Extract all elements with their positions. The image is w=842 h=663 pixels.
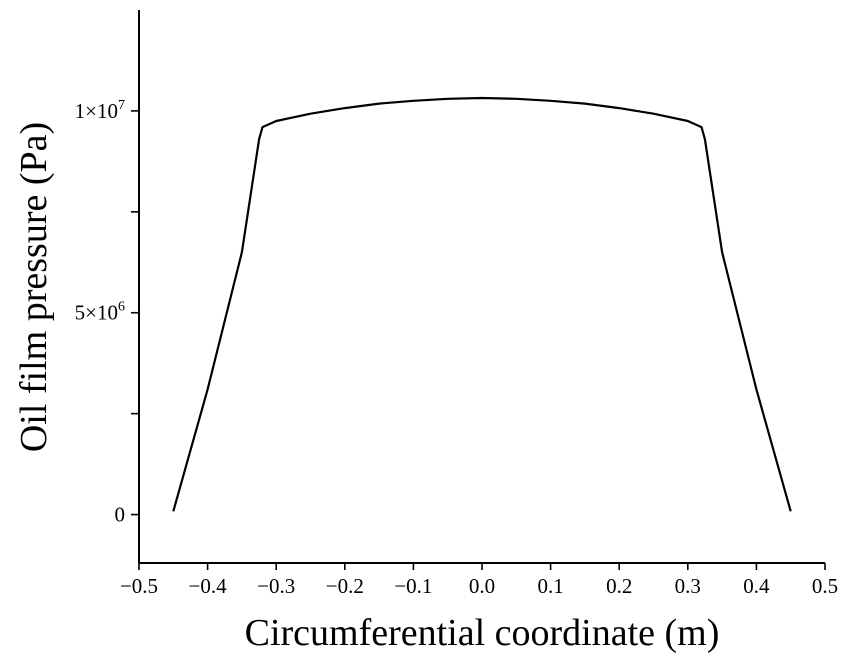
y-tick-label: 0 <box>115 503 126 527</box>
y-tick-exponent: 7 <box>118 98 125 113</box>
x-tick-label: 0.0 <box>469 574 495 598</box>
x-tick-label: −0.2 <box>326 574 364 598</box>
x-tick-label: 0.3 <box>675 574 701 598</box>
axes <box>138 10 825 564</box>
series-line-0 <box>172 96 792 512</box>
y-tick-label: 1×107 <box>75 98 125 123</box>
y-tick-exponent: 6 <box>118 300 125 315</box>
x-tick-label: 0.4 <box>743 574 770 598</box>
x-tick-label: 0.1 <box>537 574 563 598</box>
series <box>172 96 792 512</box>
x-axis-title: Circumferential coordinate (m) <box>245 612 720 654</box>
x-tick-label: −0.4 <box>189 574 228 598</box>
y-axis-title: Oil film pressure (Pa) <box>13 122 55 452</box>
x-tick-label: −0.3 <box>257 574 295 598</box>
x-tick-label: 0.2 <box>606 574 632 598</box>
x-tick-label: −0.1 <box>394 574 432 598</box>
x-tick-label: −0.5 <box>120 574 158 598</box>
x-ticks: −0.5 −0.4 −0.3 −0.2 −0.1 0.0 0.1 0.2 0.3 0.4 0.5 <box>120 563 838 598</box>
y-tick-label: 5×106 <box>75 300 125 325</box>
x-tick-label: 0.5 <box>812 574 838 598</box>
y-ticks: 0 5×106 1×107 <box>75 98 139 527</box>
